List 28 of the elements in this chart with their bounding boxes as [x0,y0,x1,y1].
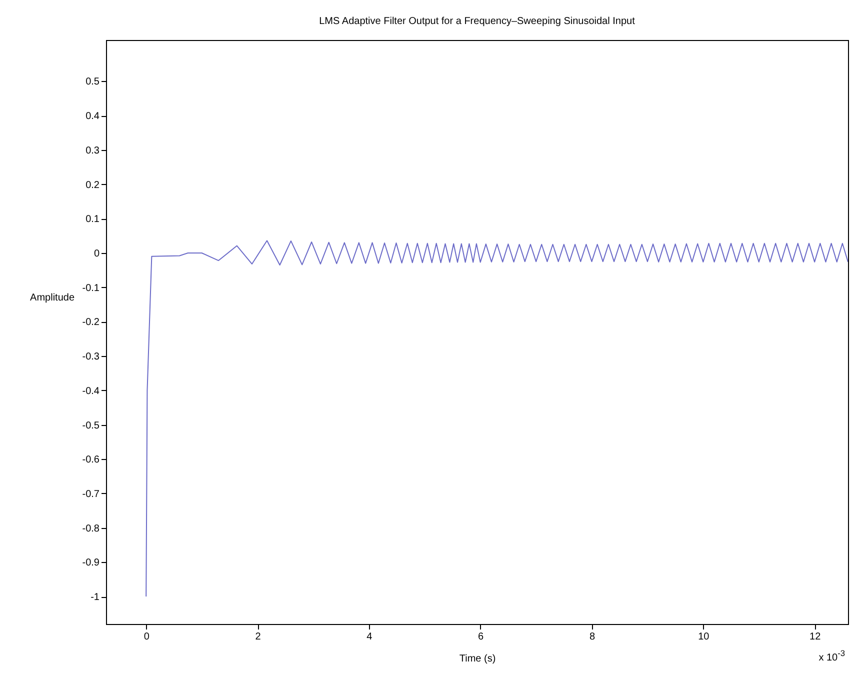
x-tick-label: 8 [589,632,596,642]
y-tick-label: -1 [90,592,100,604]
y-tick-label: 0.5 [86,76,100,88]
y-tick-label: 0.2 [86,180,100,191]
y-tick-label: -0.4 [82,386,100,397]
y-tick-label: -0.2 [82,317,100,328]
y-tick-label: -0.5 [82,420,100,432]
y-tick-label: 0 [94,248,100,260]
y-tick-label: 0.3 [86,145,100,156]
y-tick-label: 0.1 [86,214,100,226]
y-tick-label: -0.9 [82,558,100,569]
x-tick-label: 12 [810,632,822,642]
y-tick-label: -0.3 [82,352,100,363]
chart-title: LMS Adaptive Filter Output for a Frequency–Sweeping Sinusoidal Input [319,16,636,27]
x-axis-title: Time (s) [459,654,496,664]
y-tick-label: -0.7 [82,488,100,500]
x-tick-label: 2 [255,632,262,642]
line-series [146,240,848,598]
x-tick-label: 6 [478,632,484,642]
y-tick-label: -0.1 [82,282,100,294]
x-tick-label: 10 [698,632,710,642]
text: x 10$^{-3}$ [818,648,845,664]
y-tick-label: 0.4 [86,111,100,122]
y-tick-label: -0.6 [82,454,100,466]
y-tick-label: -0.8 [82,523,100,534]
x-tick-label: 0 [144,632,150,642]
x-tick-label: 4 [366,632,373,642]
y-axis-title: Amplitude [30,292,75,304]
